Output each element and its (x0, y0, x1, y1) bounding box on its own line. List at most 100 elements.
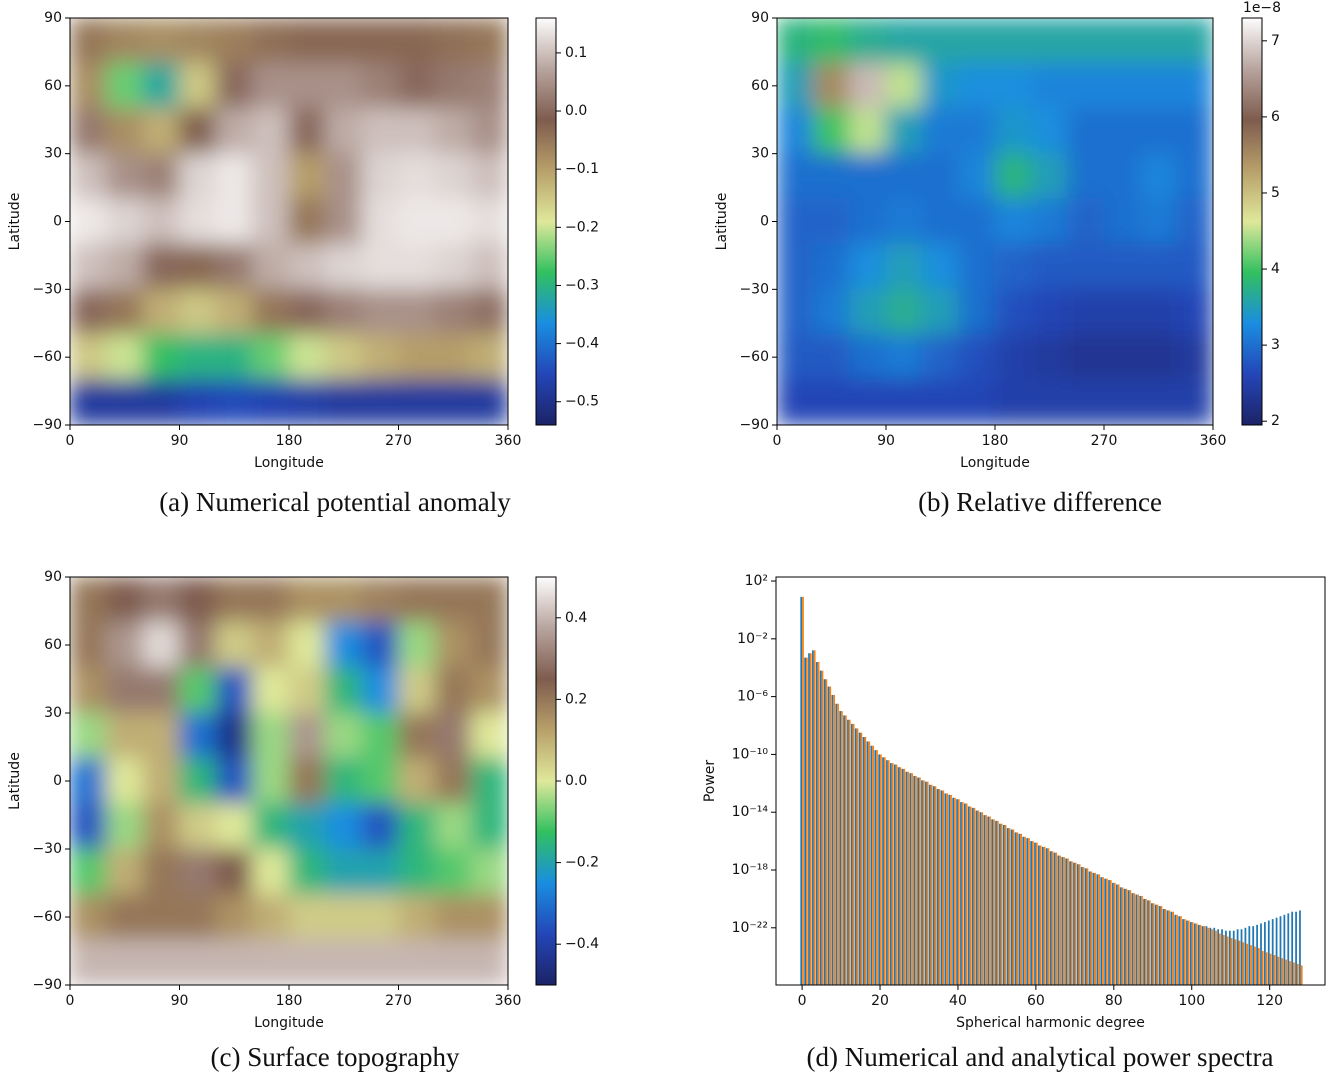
bar (956, 799, 958, 985)
x-tick-label: 360 (1200, 433, 1227, 449)
heatmap-cell (179, 577, 217, 623)
y-tick-label: 30 (751, 146, 769, 162)
bar (1014, 832, 1017, 985)
heatmap-cell (398, 667, 436, 714)
heatmap-cell (958, 62, 996, 109)
heatmap-cell (994, 243, 1032, 290)
heatmap-cell (434, 939, 472, 985)
heatmap-cell (179, 848, 217, 895)
colorbar-tick-label: −0.1 (565, 161, 599, 177)
heatmap-cell (361, 621, 399, 669)
y-tick-label: −60 (32, 349, 62, 365)
heatmap-cell (994, 334, 1032, 381)
heatmap-cell (777, 334, 814, 381)
bar (860, 732, 863, 985)
heatmap-cell (921, 243, 960, 290)
heatmap-cell (812, 62, 851, 109)
heatmap-cell (994, 107, 1032, 155)
bar (1020, 833, 1023, 985)
bar (1226, 936, 1229, 985)
x-tick-label: 20 (871, 993, 889, 1009)
bar (868, 741, 871, 985)
bar (987, 816, 990, 985)
bar (817, 661, 820, 985)
heatmap-cell (1139, 198, 1178, 245)
bar (1273, 955, 1276, 985)
heatmap-cell (849, 334, 887, 381)
heatmap-cell (361, 379, 399, 425)
caption: (a) Numerical potential anomaly (159, 487, 511, 517)
heatmap-cell (70, 577, 107, 623)
heatmap-cell (849, 379, 887, 425)
bar (1030, 841, 1032, 985)
bar (1183, 919, 1186, 985)
x-tick-label: 90 (171, 993, 189, 1009)
bar (1195, 923, 1198, 985)
bar (1016, 832, 1019, 985)
heatmap-cell (325, 62, 363, 109)
heatmap-cell (288, 198, 326, 245)
bar (833, 694, 836, 985)
heatmap-cell (471, 243, 508, 290)
bar (1092, 872, 1095, 985)
bar (878, 754, 881, 985)
bar (917, 777, 919, 985)
heatmap-cell (958, 153, 996, 200)
bar (1074, 862, 1077, 985)
bar (829, 686, 832, 985)
heatmap-cell (325, 667, 363, 714)
heatmap-cell (471, 62, 508, 109)
bar (1186, 920, 1188, 985)
x-tick-label: 270 (385, 993, 412, 1009)
heatmap-cell (179, 107, 217, 155)
heatmap-cell (1067, 334, 1105, 381)
heatmap-cell (325, 379, 363, 425)
heatmap-cell (325, 803, 363, 850)
bar (985, 815, 987, 985)
bar (1222, 934, 1225, 985)
heatmap-cells (70, 18, 508, 425)
heatmap-cell (142, 107, 180, 155)
heatmap-cell (777, 18, 814, 64)
bar (864, 737, 867, 985)
bar (1024, 836, 1026, 985)
heatmap-cell (849, 288, 887, 336)
y-axis-label: Latitude (714, 193, 730, 251)
colorbar (535, 576, 557, 986)
heatmap-cell (434, 334, 472, 381)
x-axis-label: Longitude (254, 455, 324, 471)
heatmap-cell (958, 18, 996, 64)
bar (973, 807, 976, 985)
heatmap-cell (471, 939, 508, 985)
bar (1104, 878, 1107, 985)
plot-frame (775, 576, 1326, 986)
heatmap-cell (1139, 18, 1178, 64)
bar (1299, 910, 1301, 985)
heatmap-cell (777, 198, 814, 245)
heatmap-cell (288, 379, 326, 425)
heatmap-cell (398, 848, 436, 895)
heatmap-cell (398, 621, 436, 669)
heatmap-cell (288, 712, 326, 759)
heatmap-cell (921, 198, 960, 245)
heatmap-cell (812, 334, 851, 381)
heatmap-cell (434, 107, 472, 155)
heatmap-cell (252, 288, 290, 336)
bar (1257, 948, 1260, 985)
heatmap-cell (215, 577, 253, 623)
heatmap-cell (434, 153, 472, 200)
heatmap-cell (1103, 243, 1141, 290)
x-tick-label: 40 (949, 993, 967, 1009)
heatmap-cell (812, 153, 851, 200)
bar (1260, 923, 1262, 985)
bar (806, 657, 808, 985)
y-tick-label: 0 (53, 214, 62, 230)
heatmap-cell (288, 62, 326, 109)
heatmap-cell (106, 62, 144, 109)
bar (800, 596, 803, 985)
heatmap-cell (849, 62, 887, 109)
bar (1234, 939, 1237, 985)
heatmap-cell (325, 288, 363, 336)
heatmap-cell (70, 62, 107, 109)
bar (1051, 851, 1054, 985)
